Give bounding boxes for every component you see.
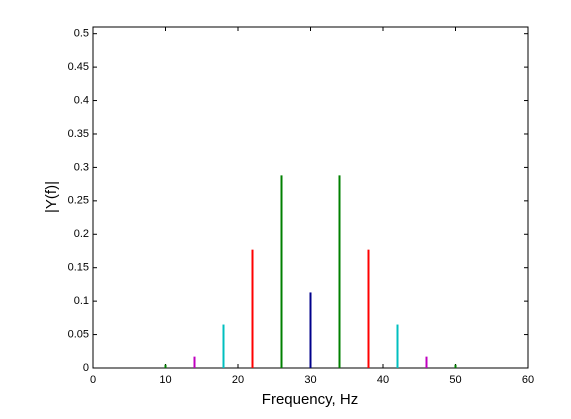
y-tick-label: 0.2 (74, 228, 89, 240)
y-tick-label: 0.4 (74, 94, 89, 106)
y-tick-label: 0.5 (74, 28, 89, 40)
x-tick-label: 0 (90, 374, 96, 386)
y-tick-label: 0 (83, 362, 89, 374)
x-tick-label: 60 (522, 374, 534, 386)
x-axis-label: Frequency, Hz (262, 391, 358, 408)
y-tick-label: 0.05 (68, 328, 89, 340)
x-tick-label: 50 (449, 374, 461, 386)
y-tick-label: 0.25 (68, 195, 89, 207)
x-tick-label: 40 (377, 374, 389, 386)
x-tick-label: 30 (304, 374, 316, 386)
x-tick-label: 20 (232, 374, 244, 386)
y-tick-label: 0.1 (74, 295, 89, 307)
y-tick-label: 0.3 (74, 161, 89, 173)
y-tick-label: 0.15 (68, 262, 89, 274)
y-tick-label: 0.35 (68, 128, 89, 140)
y-axis-label: |Y(f)| (43, 181, 60, 213)
y-tick-label: 0.45 (68, 61, 89, 73)
x-tick-label: 10 (159, 374, 171, 386)
